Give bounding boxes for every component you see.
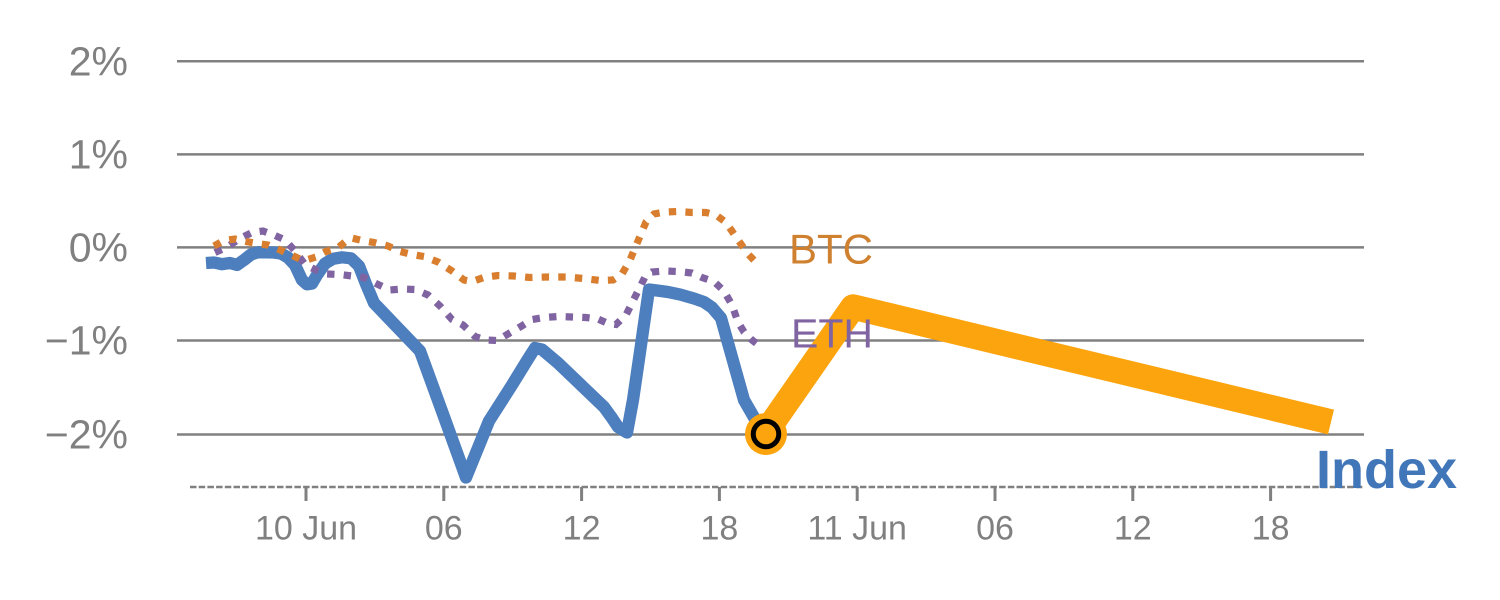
svg-text:2%: 2% bbox=[69, 38, 128, 84]
svg-text:0%: 0% bbox=[69, 224, 128, 270]
svg-text:06: 06 bbox=[976, 510, 1014, 548]
svg-text:−2%: −2% bbox=[45, 412, 128, 458]
svg-text:12: 12 bbox=[1114, 510, 1152, 548]
svg-text:−1%: −1% bbox=[45, 318, 128, 364]
svg-text:11 Jun: 11 Jun bbox=[807, 510, 907, 548]
svg-text:BTC: BTC bbox=[789, 226, 873, 273]
svg-text:Index: Index bbox=[1316, 440, 1457, 500]
svg-text:06: 06 bbox=[425, 510, 463, 548]
svg-text:ETH: ETH bbox=[791, 311, 873, 357]
svg-text:1%: 1% bbox=[69, 131, 128, 177]
svg-text:12: 12 bbox=[563, 510, 601, 548]
svg-text:18: 18 bbox=[1252, 510, 1290, 548]
svg-text:10 Jun: 10 Jun bbox=[255, 510, 357, 548]
svg-text:18: 18 bbox=[700, 510, 738, 548]
